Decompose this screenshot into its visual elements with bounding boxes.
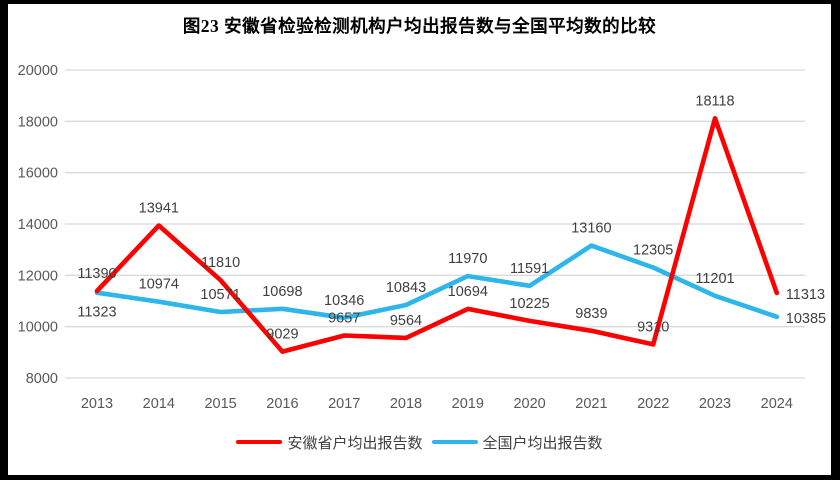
x-axis-label: 2013 bbox=[81, 396, 113, 412]
data-label: 10974 bbox=[139, 277, 179, 293]
y-axis-tick-label: 12000 bbox=[18, 268, 58, 284]
x-axis-label: 2017 bbox=[328, 396, 360, 412]
x-axis-label: 2020 bbox=[513, 396, 545, 412]
data-label: 13941 bbox=[139, 201, 179, 217]
legend-item: 安徽省户均出报告数 bbox=[236, 432, 423, 453]
x-axis-label: 2016 bbox=[266, 396, 298, 412]
data-label: 11201 bbox=[695, 271, 734, 287]
y-axis-tick-label: 20000 bbox=[18, 63, 58, 79]
data-label: 10694 bbox=[448, 284, 488, 300]
data-label: 11970 bbox=[448, 251, 487, 267]
data-label: 10843 bbox=[386, 280, 426, 296]
data-label: 10698 bbox=[262, 284, 302, 300]
series-line-anhui bbox=[94, 116, 780, 354]
legend-item: 全国户均出报告数 bbox=[431, 432, 603, 453]
y-axis-tick-label: 14000 bbox=[18, 217, 58, 233]
series-line-national bbox=[94, 243, 780, 321]
y-axis-tick-label: 16000 bbox=[18, 166, 58, 182]
x-axis-label: 2022 bbox=[637, 396, 669, 412]
data-label: 11390 bbox=[77, 266, 116, 282]
data-label: 10225 bbox=[509, 296, 549, 312]
x-axis-label: 2014 bbox=[143, 396, 175, 412]
x-axis-label: 2018 bbox=[390, 396, 422, 412]
y-axis-tick-label: 8000 bbox=[26, 371, 58, 387]
data-label: 9657 bbox=[328, 311, 360, 327]
data-label: 11591 bbox=[510, 261, 549, 277]
x-axis-label: 2023 bbox=[699, 396, 731, 412]
data-label: 9029 bbox=[266, 327, 298, 343]
chart-legend: 安徽省户均出报告数 全国户均出报告数 bbox=[8, 431, 831, 453]
x-axis-label: 2015 bbox=[204, 396, 236, 412]
legend-label: 安徽省户均出报告数 bbox=[287, 434, 423, 452]
data-label: 10385 bbox=[786, 311, 826, 327]
legend-line-swatch-anhui bbox=[236, 439, 283, 445]
data-label: 11810 bbox=[201, 255, 240, 271]
legend-line-swatch-national bbox=[431, 439, 478, 445]
data-label: 12305 bbox=[633, 243, 673, 259]
data-label: 10571 bbox=[200, 287, 240, 303]
line-chart-canvas: 8000 10000 12000 14000 16000 18000 20000 2013 20… bbox=[18, 63, 826, 412]
data-label: 13160 bbox=[571, 221, 611, 237]
data-label: 18118 bbox=[695, 93, 734, 109]
x-axis-label: 2019 bbox=[452, 396, 484, 412]
data-label: 9839 bbox=[575, 306, 607, 322]
data-label: 11323 bbox=[77, 305, 116, 321]
chart-frame: 图23 安徽省检验检测机构户均出报告数与全国平均数的比较 8000 10000 12… bbox=[8, 4, 831, 475]
legend-label: 全国户均出报告数 bbox=[482, 434, 603, 452]
chart-title: 图23 安徽省检验检测机构户均出报告数与全国平均数的比较 bbox=[182, 16, 657, 36]
data-label: 10346 bbox=[324, 293, 364, 309]
y-axis-tick-label: 18000 bbox=[18, 114, 58, 130]
x-axis-label: 2021 bbox=[575, 396, 607, 412]
x-axis-label: 2024 bbox=[761, 396, 793, 412]
data-label: 9310 bbox=[637, 319, 669, 335]
data-label: 9564 bbox=[390, 313, 422, 329]
data-label: 11313 bbox=[786, 287, 825, 303]
y-axis-tick-label: 10000 bbox=[18, 320, 58, 336]
